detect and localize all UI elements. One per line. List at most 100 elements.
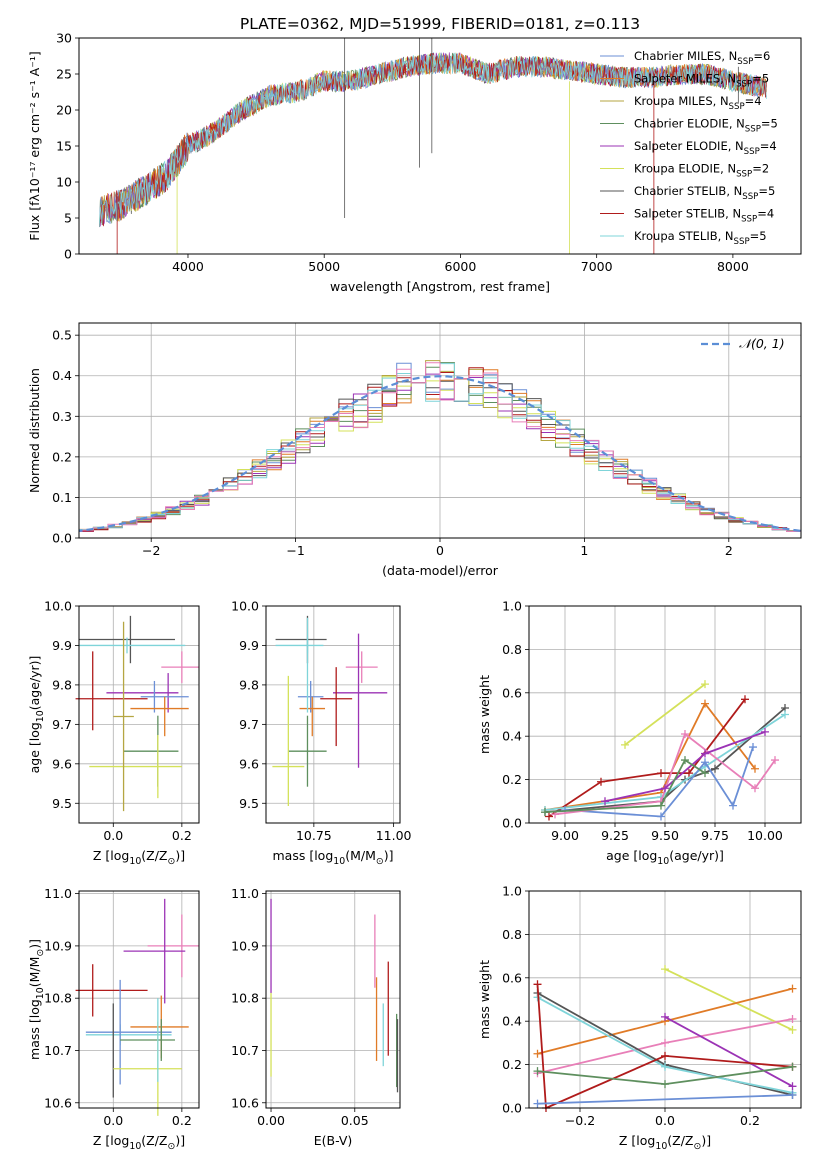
x-tick-label: 1 xyxy=(580,543,588,558)
y-axis-label: mass weight xyxy=(477,960,492,1039)
weight-line-salpeter_elodie xyxy=(664,1016,793,1088)
y-tick-label: 0.0 xyxy=(52,531,72,546)
spectrum-line-kroupa_stelib xyxy=(99,52,767,228)
y-tick-label: 10.6 xyxy=(231,1095,259,1110)
age_vs_Z-points xyxy=(75,615,199,812)
x-tick-label: 9.00 xyxy=(551,828,579,843)
weight-marker-salpeter_elodie xyxy=(788,1082,797,1091)
weight_vs_Z-axes: −0.2 0.0 0.2 0.0 0.2 0.4 0.6 0.8 1.0 Z [log10(Z/Z… xyxy=(477,884,801,1152)
weight-line-kroupa_stelib xyxy=(544,713,786,811)
y-tick-label: 1.0 xyxy=(502,599,522,614)
legend-label-gauss: 𝒩(0, 1) xyxy=(739,336,785,351)
age_vs_mass-points xyxy=(272,615,388,807)
y-tick-label: 0.4 xyxy=(52,368,72,383)
y-tick-label: 25 xyxy=(56,67,72,82)
y-tick-label: 10.8 xyxy=(231,991,259,1006)
axes-frame xyxy=(528,605,802,824)
y-tick-label: 0 xyxy=(64,247,72,262)
weight-marker-pink xyxy=(661,1038,669,1047)
weight-marker-kroupa_stelib xyxy=(781,710,789,719)
y-tick-label: 10.0 xyxy=(44,599,72,614)
y-tick-label: 0.3 xyxy=(52,409,72,424)
weight-marker-pink xyxy=(771,756,779,765)
mass_vs_Z-points xyxy=(75,898,199,1116)
x-tick-label: 0 xyxy=(436,543,444,558)
x-axis-label: wavelength [Angstrom, rest frame] xyxy=(330,279,550,294)
weight-marker-chabrier_miles xyxy=(533,1099,542,1108)
x-axis-label: (data-model)/error xyxy=(382,563,499,578)
x-tick-label: −2 xyxy=(142,543,160,558)
x-tick-label: 0.05 xyxy=(341,1113,369,1128)
x-tick-label: 5000 xyxy=(308,259,340,274)
y-tick-label: 0.5 xyxy=(52,328,72,343)
weight-marker-salpeter_stelib xyxy=(661,1051,669,1060)
age_vs_Z-axes: 0.0 0.2 9.5 9.6 9.7 9.8 9.9 10.0 Z [log10(Z/Z⊙)]… xyxy=(27,599,199,867)
weight-marker-salpeter_miles xyxy=(533,1049,542,1058)
spectrum-legend: Chabrier MILES, NSSP=6 Salpeter MILES, NS… xyxy=(600,49,778,247)
legend-label-chabrier_miles: Chabrier MILES, NSSP=6 xyxy=(634,49,770,67)
y-tick-label: 0.2 xyxy=(502,772,522,787)
weight_vs_age-lines xyxy=(541,680,789,821)
weight-marker-kroupa_stelib xyxy=(661,1062,669,1071)
weight-marker-pink xyxy=(788,1015,797,1024)
age_vs_mass-axes: 10.75 11.00 9.5 9.6 9.7 9.8 9.9 10.0 mass [log10… xyxy=(231,599,411,868)
y-tick-label: 10.7 xyxy=(231,1043,259,1058)
axes-frame xyxy=(528,890,802,1109)
x-tick-label: 0.2 xyxy=(172,828,192,843)
weight-marker-chabrier_miles xyxy=(657,812,665,821)
x-tick-label: 9.75 xyxy=(701,828,729,843)
legend-label-kroupa_miles: Kroupa MILES, NSSP=4 xyxy=(634,94,762,112)
y-tick-label: 0.8 xyxy=(502,927,522,942)
legend-label-kroupa_elodie: Kroupa ELODIE, NSSP=2 xyxy=(634,162,769,180)
weight-marker-chabrier_elodie xyxy=(701,769,709,778)
y-tick-label: 9.7 xyxy=(239,717,259,732)
y-axis-label: Normed distribution xyxy=(27,368,42,493)
x-tick-label: 0.0 xyxy=(103,828,123,843)
axes-frame xyxy=(265,605,401,824)
axes-frame xyxy=(78,605,200,824)
weight-marker-chabrier_elodie xyxy=(533,1067,542,1076)
legend-label-salpeter_stelib: Salpeter STELIB, NSSP=4 xyxy=(634,207,774,225)
weight-marker-chabrier_miles xyxy=(788,1090,797,1099)
x-tick-label: 0.2 xyxy=(740,1113,760,1128)
y-tick-label: 9.6 xyxy=(239,756,259,771)
weight-marker-kroupa_elodie xyxy=(661,965,669,974)
y-tick-label: 9.9 xyxy=(52,638,72,653)
x-tick-label: 0.0 xyxy=(655,1113,675,1128)
weight-marker-pink xyxy=(751,784,759,793)
x-tick-label: 8000 xyxy=(717,259,749,274)
spectrum-line-salpeter_stelib xyxy=(99,52,767,228)
weight-marker-kroupa_elodie xyxy=(701,680,709,689)
y-tick-label: 0.2 xyxy=(52,449,72,464)
mass_vs_ebv-axes: 0.00 0.05 10.6 10.7 10.8 10.9 11.0 E(B-V) xyxy=(231,886,400,1148)
x-tick-label: 9.50 xyxy=(651,828,679,843)
x-axis-label: Z [log10(Z/Z⊙)] xyxy=(619,1133,711,1152)
legend-label-salpeter_elodie: Salpeter ELODIE, NSSP=4 xyxy=(634,139,777,157)
x-tick-label: 7000 xyxy=(581,259,613,274)
y-tick-label: 10.0 xyxy=(231,599,259,614)
x-axis-label: E(B-V) xyxy=(314,1133,353,1148)
x-tick-label: 0.2 xyxy=(172,1113,192,1128)
weight-marker-chabrier_elodie xyxy=(681,756,689,765)
weight-marker-salpeter_elodie xyxy=(661,1012,669,1021)
weight_vs_Z-lines xyxy=(533,965,797,1112)
weight_vs_age-axes: 9.00 9.25 9.50 9.75 10.00 0.0 0.2 0.4 0.6 0.8 1.0 a… xyxy=(477,599,801,867)
y-axis-label: age [log10(age/yr)] xyxy=(27,656,46,774)
weight-line-salpeter_elodie xyxy=(604,731,766,803)
weight-marker-salpeter_elodie xyxy=(701,749,709,758)
weight-marker-salpeter_miles xyxy=(701,699,709,708)
x-axis-label: Z [log10(Z/Z⊙)] xyxy=(93,848,185,867)
weight-marker-chabrier_miles xyxy=(729,801,737,810)
weight-marker-chabrier_miles xyxy=(701,758,709,767)
axes-frame xyxy=(78,890,200,1109)
weight-marker-chabrier_miles xyxy=(749,743,757,752)
x-tick-label: −0.2 xyxy=(565,1113,595,1128)
y-tick-label: 11.0 xyxy=(44,886,72,901)
weight-marker-kroupa_elodie xyxy=(788,1025,797,1034)
weight-marker-pink xyxy=(681,730,689,739)
x-axis-label: age [log10(age/yr)] xyxy=(606,848,724,867)
mass_vs_ebv-points xyxy=(270,898,399,1093)
x-axis-label: Z [log10(Z/Z⊙)] xyxy=(93,1133,185,1152)
weight-line-salpeter_stelib xyxy=(536,984,793,1110)
